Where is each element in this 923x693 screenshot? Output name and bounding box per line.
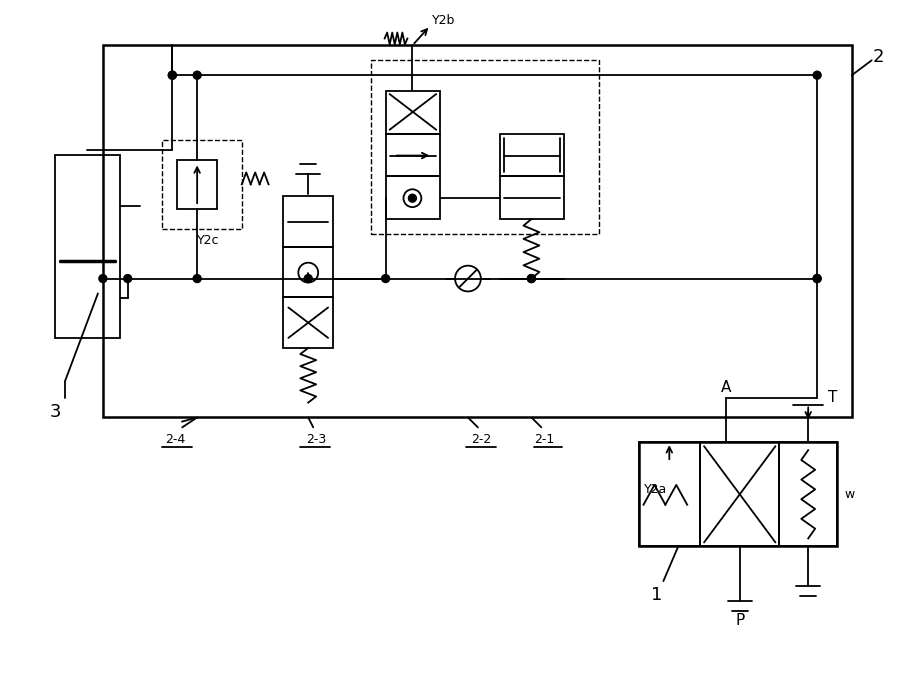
Bar xyxy=(386,91,440,134)
Bar xyxy=(386,134,440,177)
Text: Y2b: Y2b xyxy=(432,14,456,27)
Circle shape xyxy=(527,274,535,283)
Bar xyxy=(639,442,700,546)
Circle shape xyxy=(813,274,821,283)
Circle shape xyxy=(813,274,821,283)
Text: 2-4: 2-4 xyxy=(165,432,186,446)
Text: w: w xyxy=(845,489,855,501)
Text: 2-1: 2-1 xyxy=(534,432,555,446)
Circle shape xyxy=(193,274,201,283)
Circle shape xyxy=(124,274,132,283)
Bar xyxy=(371,60,599,234)
Text: 3: 3 xyxy=(50,403,61,421)
Bar xyxy=(499,134,564,177)
Text: 2: 2 xyxy=(873,49,884,67)
Bar xyxy=(283,297,333,348)
Text: Y2a: Y2a xyxy=(643,483,666,496)
Bar xyxy=(499,177,564,219)
Text: T: T xyxy=(828,390,838,405)
Circle shape xyxy=(305,274,312,283)
Bar xyxy=(162,140,242,229)
Circle shape xyxy=(381,274,390,283)
Bar xyxy=(779,442,837,546)
Circle shape xyxy=(193,71,201,79)
Circle shape xyxy=(168,71,176,79)
Text: 2-2: 2-2 xyxy=(471,432,491,446)
Text: P: P xyxy=(735,613,744,629)
Circle shape xyxy=(527,274,535,283)
Bar xyxy=(700,442,779,546)
FancyArrowPatch shape xyxy=(182,418,195,421)
Circle shape xyxy=(168,71,176,79)
Bar xyxy=(639,442,837,546)
Text: Y2c: Y2c xyxy=(198,234,220,247)
Bar xyxy=(283,247,333,297)
Text: A: A xyxy=(721,380,731,395)
Bar xyxy=(102,46,852,417)
Bar xyxy=(177,159,217,209)
Circle shape xyxy=(813,71,821,79)
Bar xyxy=(386,177,440,219)
Text: 2-3: 2-3 xyxy=(306,432,327,446)
Circle shape xyxy=(99,274,107,283)
Bar xyxy=(283,196,333,247)
Text: 1: 1 xyxy=(651,586,662,604)
Circle shape xyxy=(409,194,416,202)
Bar xyxy=(55,155,120,338)
